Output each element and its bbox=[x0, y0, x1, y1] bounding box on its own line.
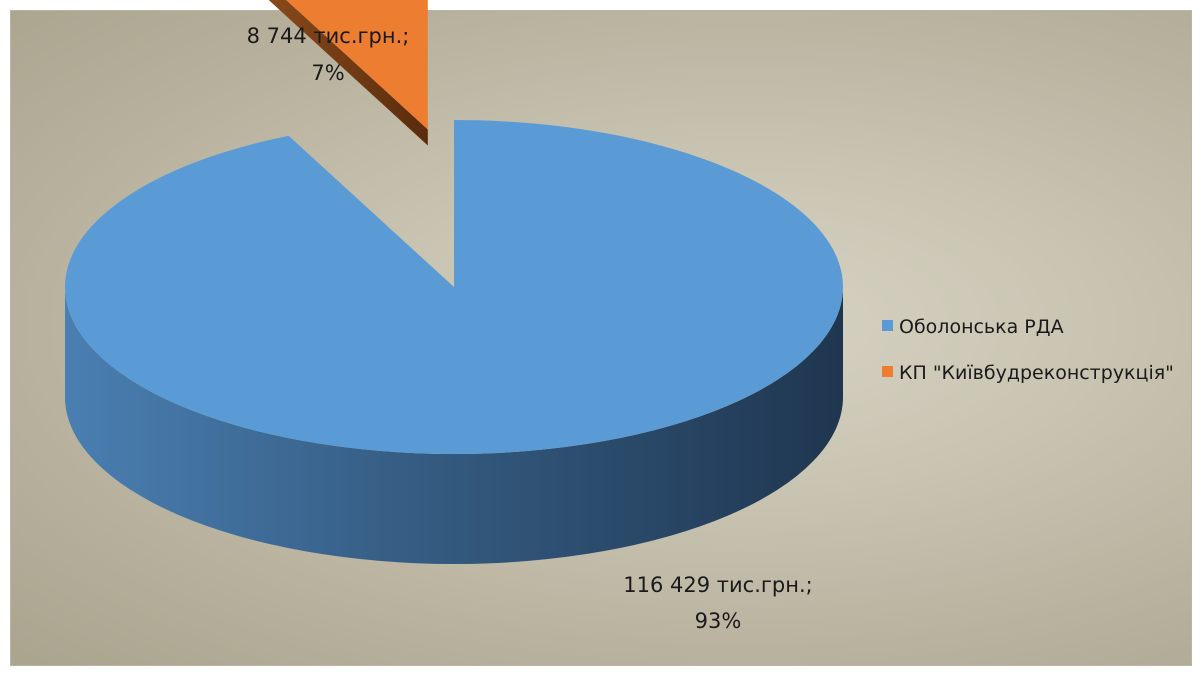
data-label-slice-2-value: 8 744 тис.грн.; bbox=[247, 24, 410, 48]
legend-swatch-obolonska bbox=[882, 320, 893, 331]
pie-slice-side-oboloнska bbox=[65, 287, 843, 564]
legend: Оболонська РДА КП "Київбудреконструкція" bbox=[882, 316, 1174, 384]
legend-label-obolonska: Оболонська РДА bbox=[899, 316, 1064, 338]
pie-slice-obolonska-rda bbox=[64, 120, 843, 455]
legend-label-kyivbudrekonstruktsiia: КП "Київбудреконструкція" bbox=[899, 362, 1174, 384]
data-label-slice-1-percent: 93% bbox=[695, 609, 742, 633]
pie-slice-kyivbudrekonstruktsiia bbox=[286, 0, 428, 130]
data-label-slice-2-percent: 7% bbox=[311, 61, 344, 85]
data-label-slice-1-value: 116 429 тис.грн.; bbox=[623, 573, 812, 597]
legend-swatch-kyivbudrekonstruktsiia bbox=[882, 366, 893, 377]
